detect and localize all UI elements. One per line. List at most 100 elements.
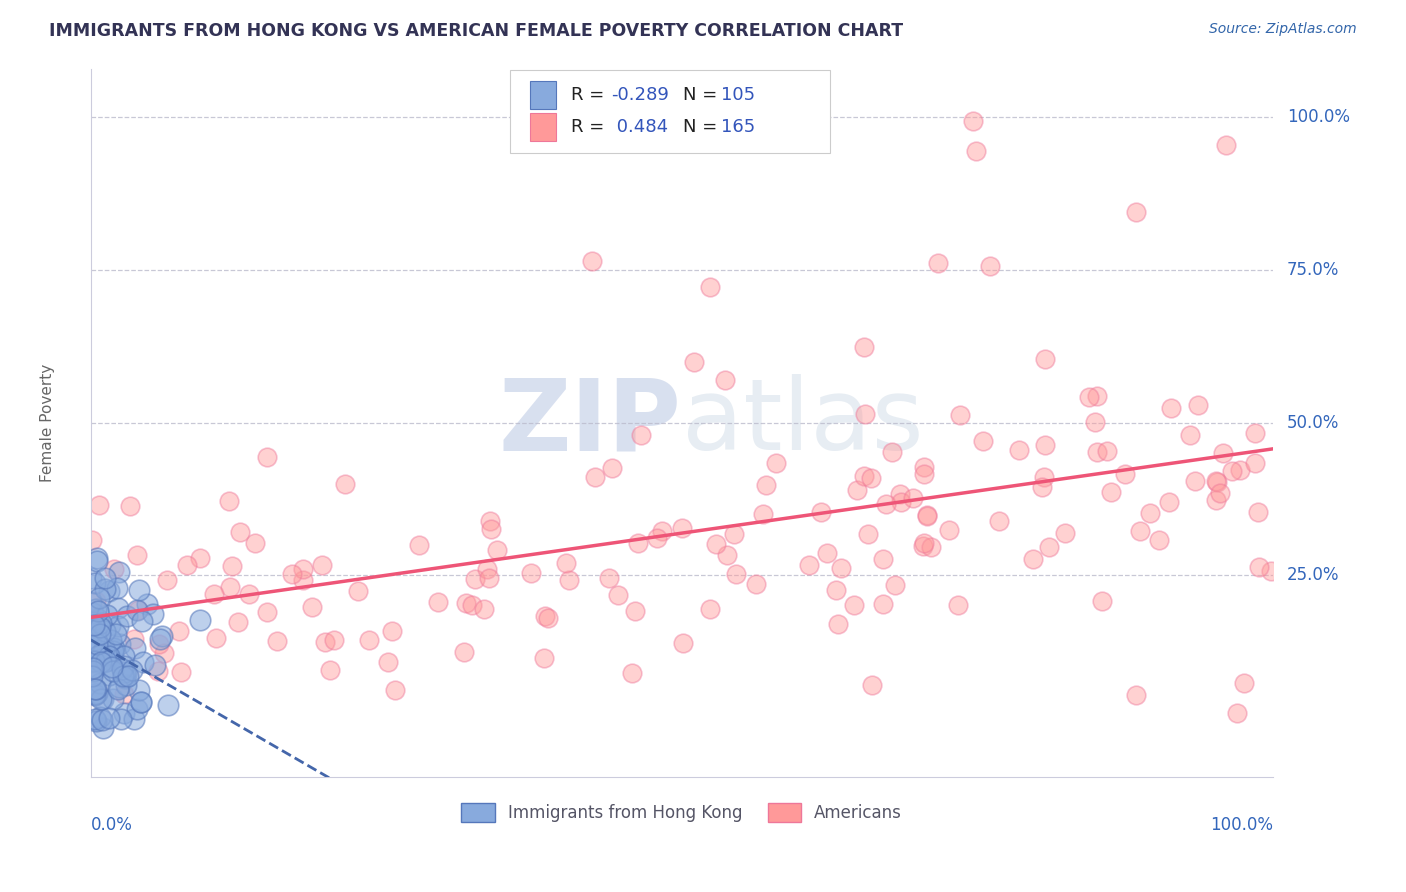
Point [127, 603, 149, 617]
Point [82, 607, 104, 621]
Point [82, 664, 104, 678]
Point [554, 556, 576, 570]
Point [651, 524, 673, 538]
Point [872, 597, 894, 611]
Text: 100.0%: 100.0% [1286, 108, 1350, 127]
Point [1033, 351, 1056, 366]
Point [672, 635, 695, 649]
Point [90, 648, 112, 662]
Point [853, 407, 876, 421]
Point [979, 260, 1001, 274]
Point [1078, 390, 1101, 404]
Point [890, 495, 912, 509]
Point [1147, 533, 1170, 547]
Point [89, 675, 111, 690]
Text: 165: 165 [721, 119, 755, 136]
Point [202, 587, 225, 601]
Point [148, 637, 170, 651]
Point [745, 576, 768, 591]
Point [107, 565, 129, 579]
Point [456, 596, 478, 610]
Point [1233, 675, 1256, 690]
Point [624, 604, 647, 618]
Point [228, 525, 250, 540]
Point [377, 655, 399, 669]
Point [131, 614, 153, 628]
Point [103, 640, 125, 655]
Point [915, 509, 938, 524]
Point [810, 505, 832, 519]
Point [94, 654, 117, 668]
Point [845, 483, 868, 497]
Point [120, 499, 142, 513]
Point [281, 567, 304, 582]
Point [89, 710, 111, 724]
Point [93, 655, 115, 669]
Point [101, 644, 124, 658]
Point [97, 668, 120, 682]
Text: atlas: atlas [682, 374, 924, 471]
Point [91, 721, 114, 735]
Point [86, 551, 108, 566]
Point [83, 623, 105, 637]
Point [94, 647, 117, 661]
Point [82, 661, 104, 675]
Text: Female Poverty: Female Poverty [41, 363, 55, 482]
Point [80, 615, 103, 629]
Point [927, 256, 949, 270]
Point [256, 605, 278, 619]
Point [319, 663, 342, 677]
Text: 25.0%: 25.0% [1286, 566, 1340, 584]
Point [245, 536, 267, 550]
Point [752, 507, 775, 521]
Point [152, 646, 174, 660]
Point [101, 660, 124, 674]
Point [117, 669, 139, 683]
Point [464, 573, 486, 587]
Point [266, 634, 288, 648]
Point [911, 539, 934, 553]
Point [135, 597, 157, 611]
Point [84, 576, 107, 591]
Point [704, 537, 727, 551]
Point [188, 551, 211, 566]
Point [83, 640, 105, 654]
Point [87, 591, 110, 605]
Point [103, 648, 125, 663]
Point [912, 467, 935, 482]
Point [842, 598, 865, 612]
Point [1205, 492, 1227, 507]
Point [104, 627, 127, 641]
Point [103, 562, 125, 576]
Point [101, 692, 124, 706]
Point [112, 668, 135, 682]
Point [100, 632, 122, 647]
Point [90, 692, 112, 706]
Point [86, 554, 108, 568]
Point [920, 540, 942, 554]
Point [972, 434, 994, 449]
Text: ZIP: ZIP [499, 374, 682, 471]
Point [486, 543, 509, 558]
Point [238, 586, 260, 600]
Point [765, 456, 787, 470]
Point [110, 713, 132, 727]
Point [827, 617, 849, 632]
Point [256, 450, 278, 464]
Point [128, 682, 150, 697]
Point [1054, 526, 1077, 541]
Point [107, 619, 129, 633]
Point [962, 114, 984, 128]
Point [90, 655, 112, 669]
Point [94, 571, 117, 585]
Point [94, 624, 117, 639]
Point [1125, 689, 1147, 703]
Text: N =: N = [683, 119, 723, 136]
Point [122, 713, 145, 727]
Point [558, 573, 581, 587]
Point [598, 571, 620, 585]
Point [129, 695, 152, 709]
Point [87, 612, 110, 626]
Point [1226, 706, 1249, 720]
Point [478, 514, 501, 528]
